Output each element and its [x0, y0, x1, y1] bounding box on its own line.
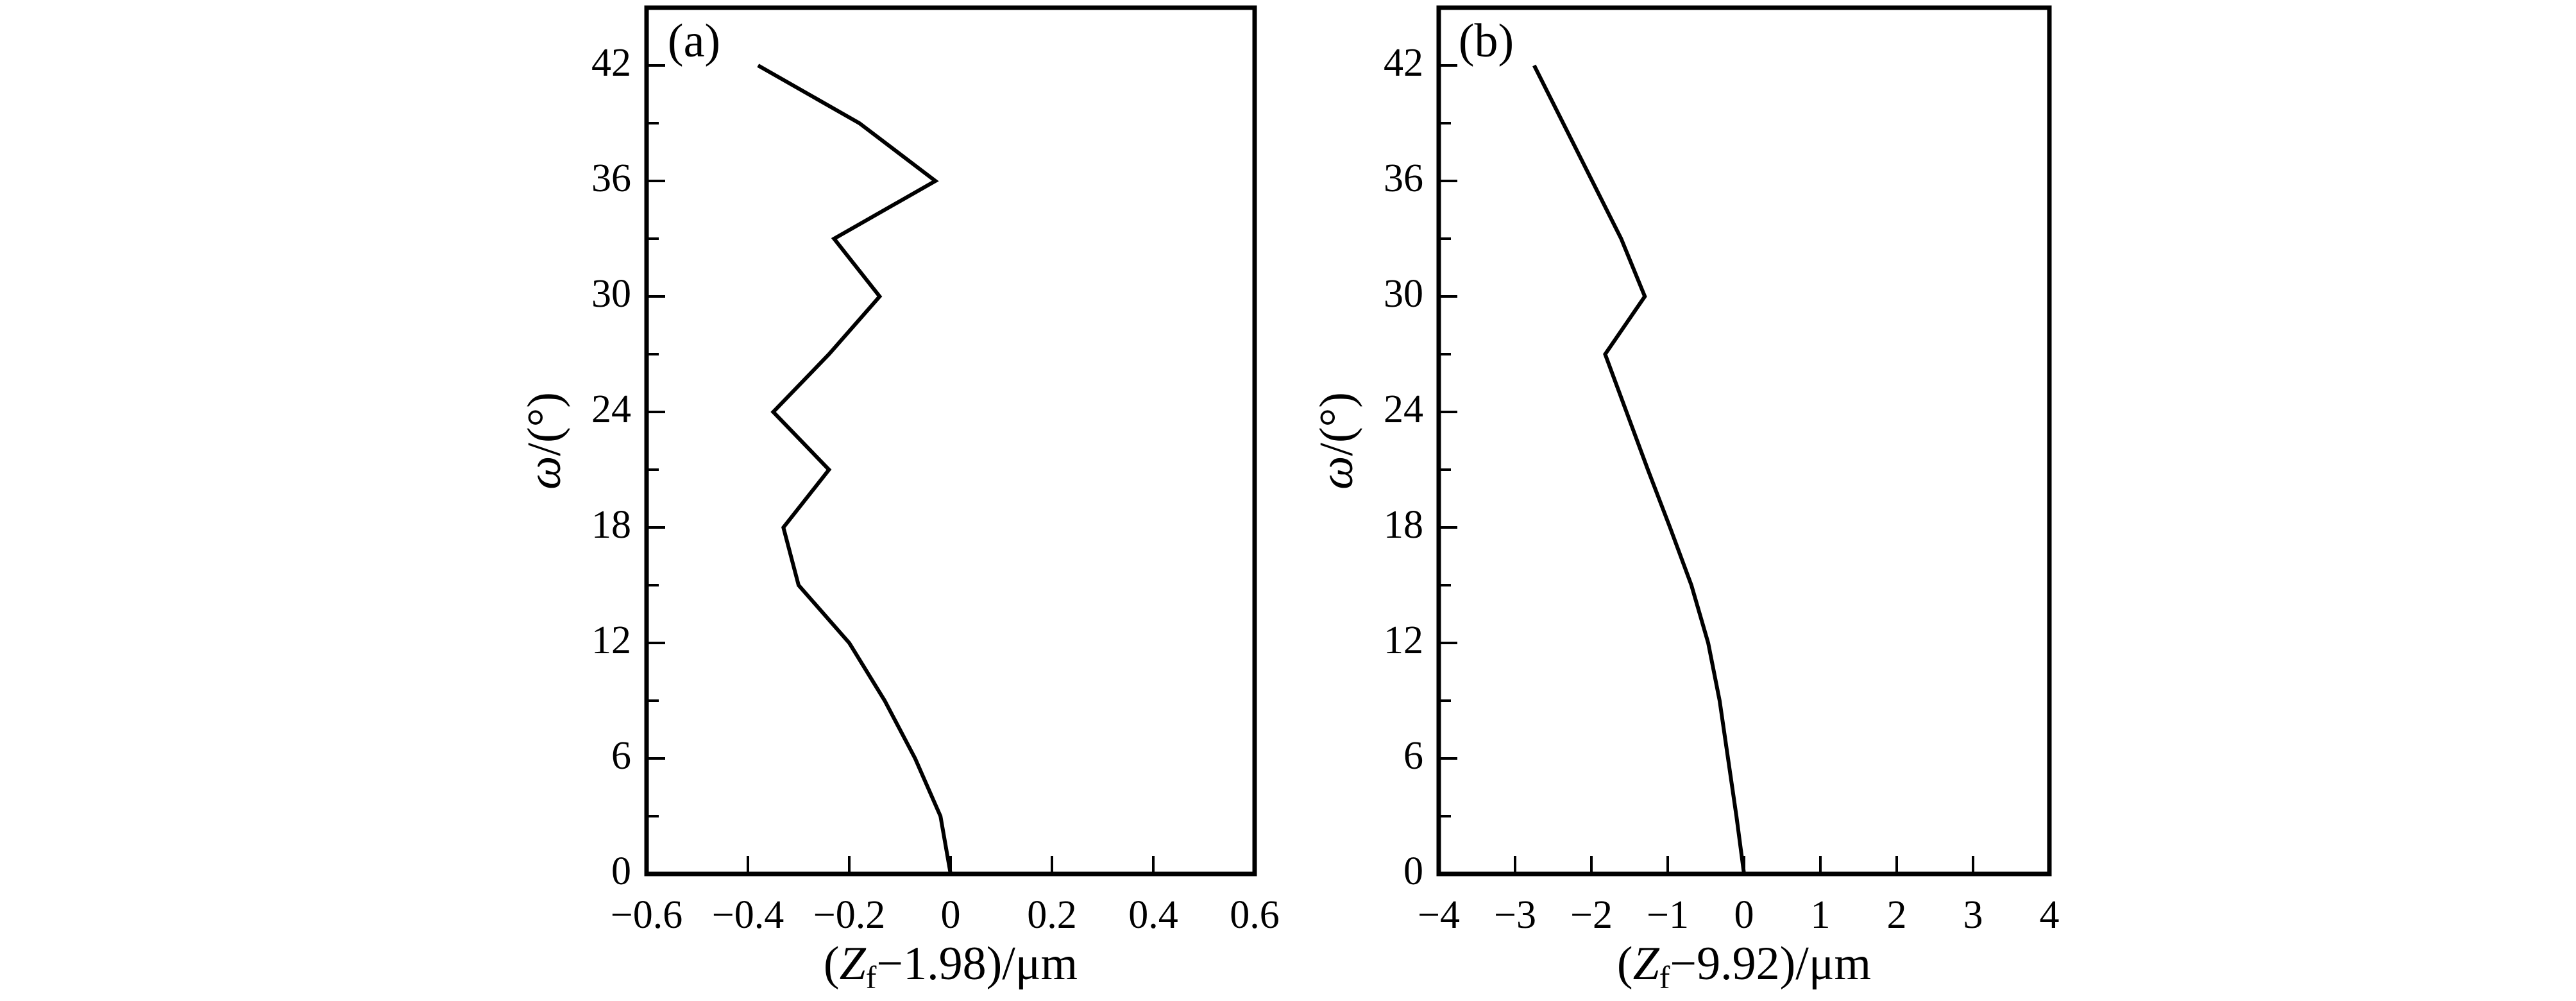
- x-axis-label: (Zf−9.92)/μm: [1617, 937, 1871, 995]
- x-tick-label: 0: [1734, 893, 1754, 937]
- y-tick-label: 42: [1384, 41, 1423, 85]
- y-tick-label: 30: [591, 272, 631, 316]
- x-tick-label: −1: [1647, 893, 1689, 937]
- y-tick-label: 24: [591, 388, 631, 431]
- y-tick-label: 6: [1403, 734, 1423, 778]
- y-tick-label: 36: [591, 157, 631, 200]
- y-axis-label: ω/(°): [1310, 392, 1363, 490]
- curve-line: [1532, 64, 1746, 875]
- y-tick-label: 18: [591, 503, 631, 547]
- x-tick-label: −0.6: [611, 893, 682, 937]
- curve-line: [757, 64, 953, 875]
- y-tick-label: 0: [1403, 850, 1423, 893]
- x-tick-label: 0.6: [1230, 893, 1280, 937]
- panel-label: (b): [1459, 15, 1514, 67]
- y-tick-label: 6: [611, 734, 631, 778]
- x-tick-label: 0.4: [1128, 893, 1178, 937]
- y-tick-label: 12: [591, 619, 631, 662]
- y-tick-label: 42: [591, 41, 631, 85]
- plot-frame: [1436, 5, 2052, 877]
- x-tick-label: −4: [1418, 893, 1460, 937]
- y-tick-label: 36: [1384, 157, 1423, 200]
- y-tick-label: 30: [1384, 272, 1423, 316]
- plot-a: −0.6 −0.4 −0.2 0 0.2 0.4 0.6 0 6 12 18 24 30 36 42 (a) (…: [518, 5, 1280, 995]
- x-tick-label: −3: [1494, 893, 1536, 937]
- panel-label: (a): [668, 15, 720, 67]
- x-tick-label: 4: [2040, 893, 2060, 937]
- x-axis-label: (Zf−1.98)/μm: [824, 937, 1078, 995]
- y-tick-label: 0: [611, 850, 631, 893]
- y-tick-label: 12: [1384, 619, 1423, 662]
- x-tick-label: −2: [1570, 893, 1613, 937]
- x-tick-label: 3: [1963, 893, 1983, 937]
- y-axis-label: ω/(°): [518, 392, 571, 490]
- y-tick-label: 18: [1384, 503, 1423, 547]
- y-tick-label: 24: [1384, 388, 1423, 431]
- x-tick-label: −0.4: [712, 893, 784, 937]
- x-tick-label: −0.2: [813, 893, 885, 937]
- x-tick-label: 0: [941, 893, 961, 937]
- x-tick-label: 0.2: [1027, 893, 1077, 937]
- plot-frame: [644, 5, 1257, 877]
- x-tick-label: 1: [1811, 893, 1831, 937]
- x-tick-label: 2: [1887, 893, 1907, 937]
